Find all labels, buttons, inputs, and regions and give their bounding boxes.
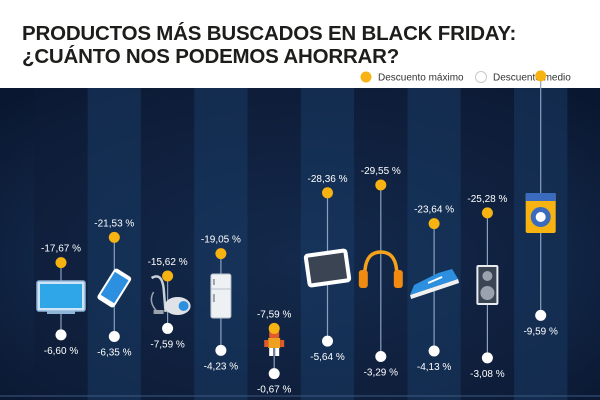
- max-discount-point: [428, 218, 440, 230]
- legend-avg-dot: [475, 71, 487, 83]
- avg-discount-label: -6,60 %: [44, 346, 79, 357]
- refrigerator-icon: [210, 273, 232, 319]
- washing-machine-icon: [525, 193, 556, 233]
- page-title-line1: PRODUCTOS MÁS BUSCADOS EN BLACK FRIDAY:: [22, 22, 517, 45]
- avg-discount-point: [375, 351, 387, 363]
- avg-discount-point: [535, 309, 547, 321]
- max-discount-point: [481, 207, 493, 219]
- avg-discount-point: [428, 345, 440, 357]
- page-title-line2: ¿CUÁNTO NOS PODEMOS AHORRAR?: [22, 45, 400, 68]
- max-discount-label: -21,53 %: [94, 218, 134, 229]
- vacuum-cleaner-icon: [150, 275, 191, 315]
- smartphone-icon: [97, 268, 132, 308]
- max-discount-point: [268, 322, 280, 334]
- max-discount-point: [375, 179, 387, 191]
- avg-discount-label: -4,23 %: [204, 361, 239, 372]
- avg-discount-label: -9,59 %: [523, 326, 558, 337]
- tv-icon: [36, 280, 86, 314]
- legend-avg-label: Descuento medio: [493, 73, 571, 84]
- legend-max-dot: [360, 71, 372, 83]
- avg-discount-point: [268, 368, 280, 380]
- max-discount-label: -46,26 %: [521, 57, 561, 68]
- avg-discount-label: -6,35 %: [97, 348, 132, 359]
- tablet-icon: [303, 248, 352, 288]
- column-band: [140, 88, 195, 400]
- avg-discount-point: [481, 352, 493, 364]
- legend-max-label: Descuento máximo: [378, 73, 464, 84]
- avg-discount-label: -7,59 %: [150, 339, 185, 350]
- max-discount-label: -23,64 %: [414, 205, 454, 216]
- max-discount-label: -25,28 %: [467, 194, 507, 205]
- column-band: [34, 88, 88, 400]
- max-discount-label: -15,62 %: [148, 257, 188, 268]
- max-discount-point: [322, 187, 333, 199]
- max-discount-point: [55, 257, 67, 269]
- max-discount-label: -7,59 %: [257, 309, 292, 320]
- avg-discount-point: [162, 322, 174, 334]
- avg-discount-point: [215, 344, 227, 356]
- sneaker-icon: [410, 269, 460, 299]
- max-discount-point: [108, 231, 120, 243]
- speaker-icon: [476, 265, 499, 305]
- max-discount-point: [215, 248, 227, 260]
- max-discount-label: -29,55 %: [361, 166, 401, 177]
- max-discount-label: -19,05 %: [201, 235, 241, 246]
- max-discount-label: -28,36 %: [307, 174, 347, 185]
- avg-discount-point: [322, 335, 333, 347]
- avg-discount-label: -4,13 %: [417, 362, 452, 373]
- avg-discount-point: [108, 331, 120, 343]
- avg-discount-point: [55, 329, 67, 341]
- avg-discount-label: -3,08 %: [470, 369, 505, 380]
- max-discount-label: -17,67 %: [41, 244, 81, 255]
- max-discount-point: [162, 270, 174, 282]
- avg-discount-label: -0,67 %: [257, 385, 292, 396]
- headphones-icon: [358, 250, 403, 288]
- avg-discount-label: -3,29 %: [364, 368, 399, 379]
- avg-discount-label: -5,64 %: [310, 352, 345, 363]
- max-discount-point: [535, 70, 547, 82]
